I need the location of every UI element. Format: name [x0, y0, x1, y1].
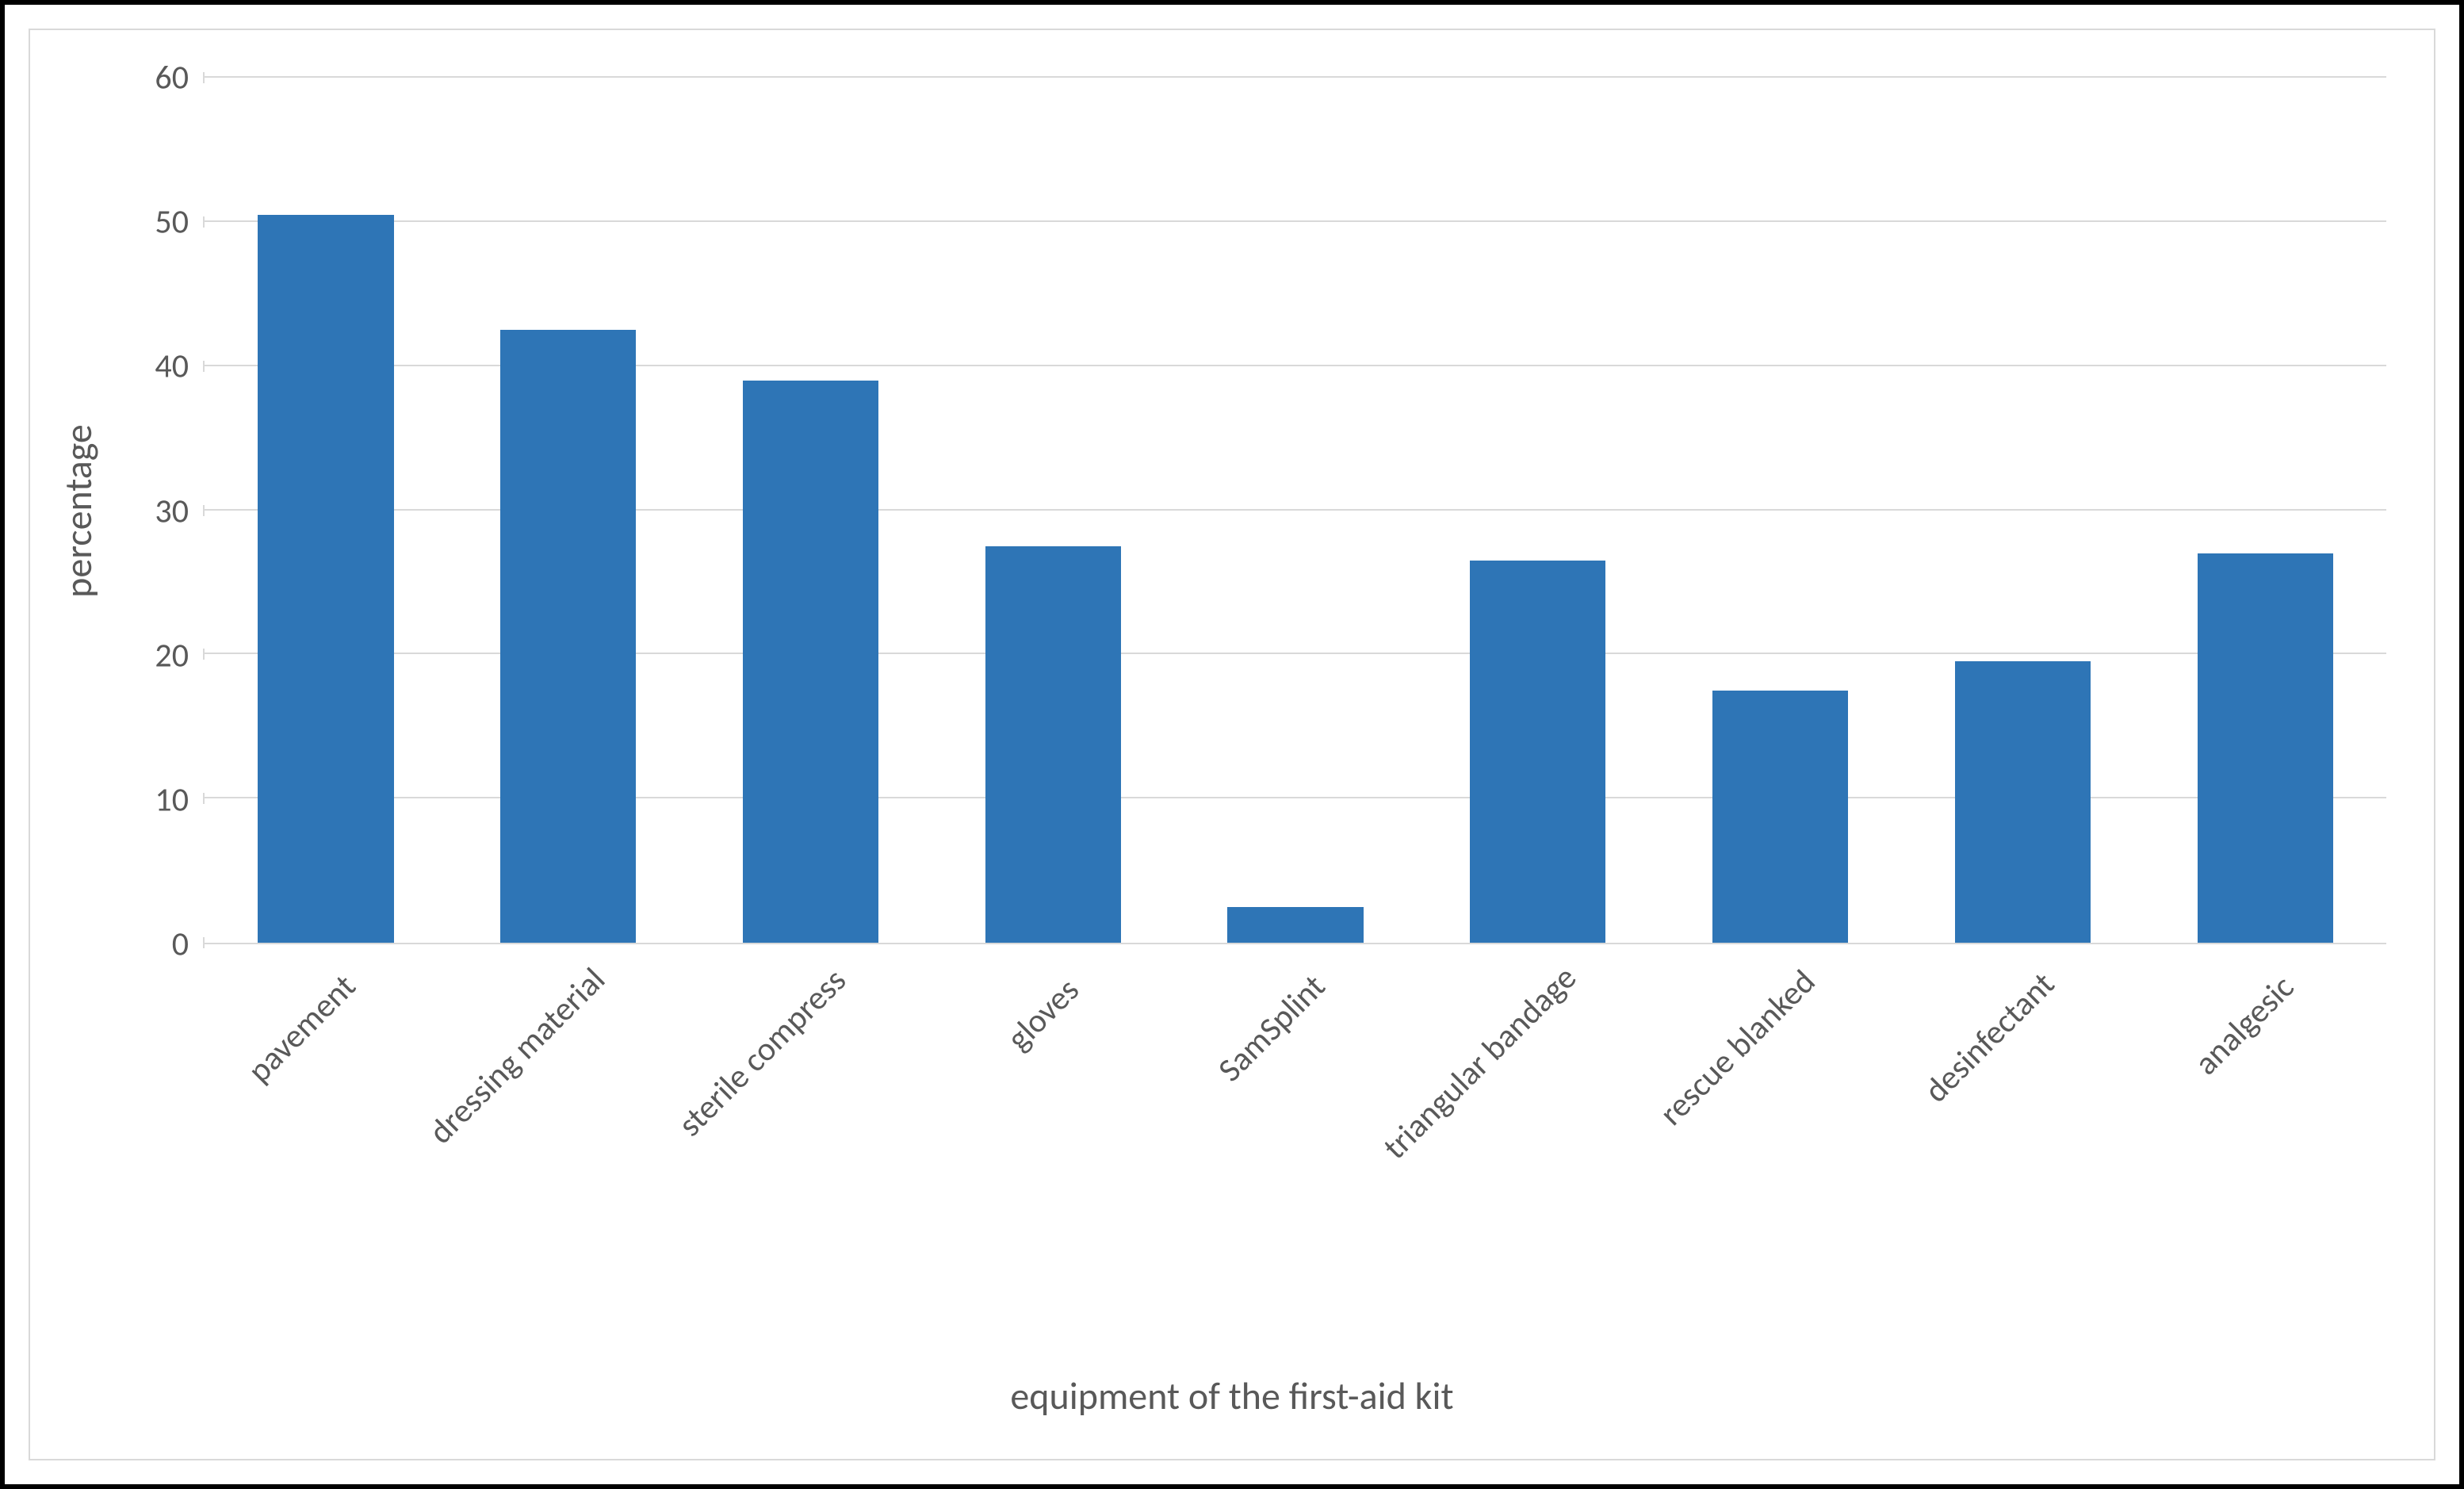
bar — [258, 215, 393, 943]
bar — [1712, 691, 1848, 943]
x-label-slot: gloves — [932, 960, 1174, 1372]
y-axis-label-container: percentage — [46, 78, 109, 944]
chart-panel: percentage 0 10 20 30 40 50 60 pavement dressin… — [29, 29, 2435, 1460]
x-axis-tick-labels: pavementdressing materialsterile compres… — [30, 960, 2434, 1372]
x-axis-title: equipment of the first-aid kit — [30, 1372, 2434, 1459]
bar — [2198, 553, 2333, 943]
x-tick-label: analgesic — [2187, 967, 2302, 1083]
y-tick-label: 0 — [172, 924, 189, 965]
x-label-slot: desinfectant — [1901, 960, 2144, 1372]
y-tick-label: 60 — [155, 58, 189, 98]
bar — [1227, 907, 1363, 943]
bar — [985, 546, 1121, 943]
x-label-slot: SamSplint — [1174, 960, 1417, 1372]
chart-outer-frame: percentage 0 10 20 30 40 50 60 pavement dressin… — [0, 0, 2464, 1489]
x-label-slot: sterile compress — [690, 960, 932, 1372]
x-label-slot: dressing material — [447, 960, 690, 1372]
bar-slot — [1174, 78, 1417, 943]
y-axis-ticks: 0102030405060 — [109, 78, 205, 944]
x-label-slot: analgesic — [2144, 960, 2386, 1372]
bar-slot — [2144, 78, 2386, 943]
bar-slot — [1417, 78, 1659, 943]
chart-body: percentage 0102030405060 — [30, 30, 2434, 960]
x-label-slot: triangular bandage — [1417, 960, 1659, 1372]
y-tick-label: 50 — [155, 202, 189, 243]
y-tick-label: 30 — [155, 491, 189, 531]
bar-slot — [690, 78, 932, 943]
x-tick-label: sterile compress — [671, 960, 855, 1145]
x-label-slot: pavement — [205, 960, 447, 1372]
y-tick-label: 20 — [155, 635, 189, 676]
x-label-slot: rescue blanked — [1659, 960, 1902, 1372]
x-tick-label: pavement — [239, 967, 364, 1091]
bar — [743, 381, 878, 943]
plot-region — [205, 78, 2386, 944]
bar-slot — [205, 78, 447, 943]
bar-slot — [1659, 78, 1902, 943]
x-tick-label: rescue blanked — [1651, 962, 1823, 1134]
bar — [1470, 561, 1605, 943]
y-tick-label: 40 — [155, 346, 189, 387]
x-tick-label: desinfectant — [1916, 964, 2063, 1111]
y-axis-label: percentage — [55, 424, 101, 598]
y-tick-label: 10 — [155, 779, 189, 820]
bar — [500, 330, 636, 943]
bars-layer — [205, 78, 2386, 943]
bar — [1955, 661, 2091, 943]
x-tick-label: SamSplint — [1210, 967, 1333, 1090]
bar-slot — [447, 78, 690, 943]
bar-slot — [932, 78, 1174, 943]
x-tick-label: gloves — [999, 970, 1088, 1058]
x-tick-label: dressing material — [420, 959, 613, 1152]
bar-slot — [1901, 78, 2144, 943]
